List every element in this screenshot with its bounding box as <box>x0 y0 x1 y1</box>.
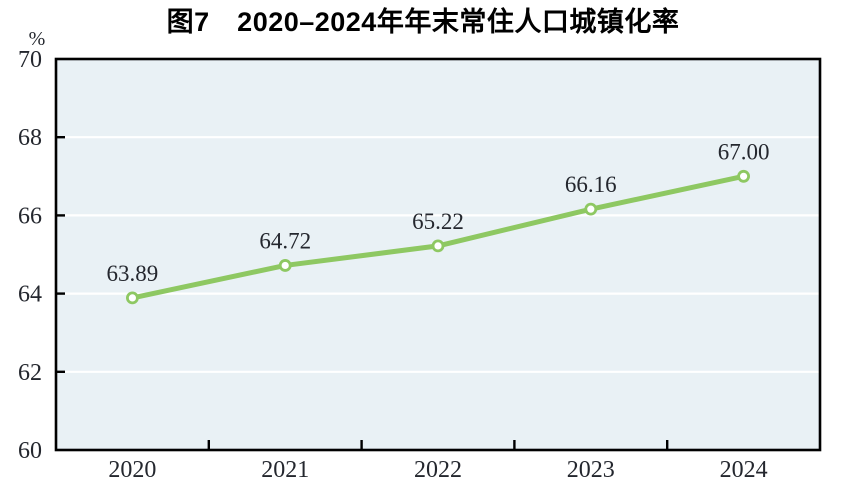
plot-area <box>56 59 820 450</box>
y-tick-label: 68 <box>18 125 42 151</box>
data-point-marker <box>737 169 750 183</box>
data-label: 64.72 <box>259 228 311 253</box>
chart-title: 图7 2020–2024年年末常住人口城镇化率 <box>166 7 680 37</box>
data-point-marker <box>125 291 139 305</box>
data-label: 65.22 <box>412 209 464 234</box>
data-point-marker <box>431 239 445 253</box>
data-point-marker <box>278 259 292 272</box>
x-tick-label: 2023 <box>567 457 615 483</box>
x-tick-label: 2024 <box>720 457 768 483</box>
data-label: 63.89 <box>107 261 159 286</box>
y-tick-label: 66 <box>18 203 42 229</box>
y-tick-label: 64 <box>18 282 42 308</box>
x-tick-label: 2020 <box>108 457 156 483</box>
x-tick-label: 2021 <box>261 457 309 483</box>
y-tick-label: 70 <box>18 47 42 73</box>
plot-border <box>54 57 822 452</box>
data-label: 67.00 <box>718 139 770 164</box>
data-label: 66.16 <box>565 172 617 197</box>
y-tick-label: 62 <box>18 360 42 386</box>
x-tick-label: 2022 <box>414 457 462 483</box>
y-axis-unit-label: % <box>28 28 46 50</box>
data-point-marker <box>584 202 598 216</box>
y-tick-label: 60 <box>18 438 42 464</box>
